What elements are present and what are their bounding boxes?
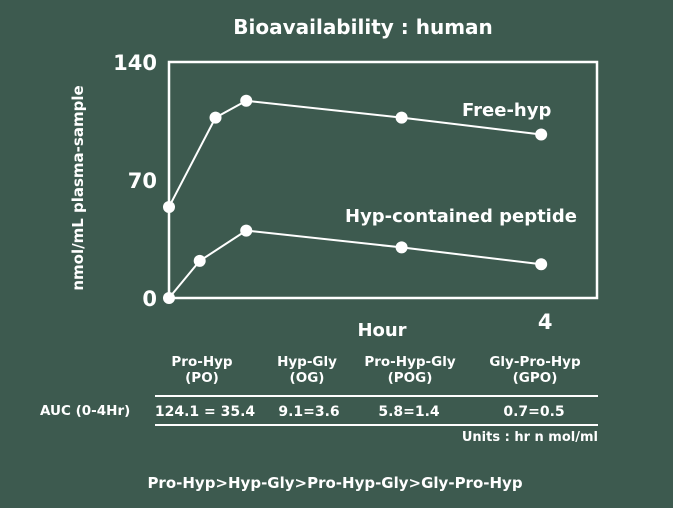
y-axis-label: nmol/mL plasma-sample xyxy=(69,85,87,290)
col-head-name: Gly-Pro-Hyp xyxy=(489,354,581,370)
data-point xyxy=(395,241,408,254)
data-point xyxy=(209,111,222,124)
table-row-label: AUC (0-4Hr) xyxy=(40,403,130,419)
table-cell: 9.1=3.6 xyxy=(278,404,339,420)
col-head-name: Pro-Hyp xyxy=(171,354,233,370)
data-point xyxy=(193,254,206,267)
series-label-free-hyp: Free-hyp xyxy=(462,100,551,121)
series-group xyxy=(163,94,548,304)
col-head-abbr: (GPO) xyxy=(513,370,558,386)
data-point xyxy=(535,128,548,141)
x-tick-label: 4 xyxy=(538,310,553,334)
plot-area xyxy=(167,60,599,300)
table-cell: 5.8=1.4 xyxy=(378,404,440,420)
series-line-1 xyxy=(168,229,542,299)
data-point xyxy=(240,94,253,107)
col-head-abbr: (POG) xyxy=(388,370,433,386)
table-cell: 0.7=0.5 xyxy=(503,404,564,420)
data-point xyxy=(240,224,253,237)
x-ticks: 4 xyxy=(538,310,553,334)
col-head-abbr: (OG) xyxy=(290,370,325,386)
x-axis-label: Hour xyxy=(357,320,406,341)
y-tick-label: 140 xyxy=(113,51,157,75)
col-head-abbr: (PO) xyxy=(185,370,219,386)
y-tick-label: 0 xyxy=(142,287,157,311)
data-point xyxy=(163,292,175,304)
data-point xyxy=(395,111,408,124)
table-cell: 124.1 = 35.4 xyxy=(155,404,256,420)
ranking-footer: Pro-Hyp>Hyp-Gly>Pro-Hyp-Gly>Gly-Pro-Hyp xyxy=(147,474,522,492)
units-note: Units : hr n mol/ml xyxy=(462,430,598,445)
data-point xyxy=(535,258,548,271)
series-label-hyp-peptide: Hyp-contained peptide xyxy=(345,206,577,227)
col-head-name: Pro-Hyp-Gly xyxy=(364,354,456,370)
col-head-name: Hyp-Gly xyxy=(277,354,337,370)
chart-title: Bioavailability : human xyxy=(233,15,493,39)
data-point xyxy=(163,200,175,213)
y-ticks: 140 70 0 xyxy=(113,51,157,311)
y-tick-label: 70 xyxy=(128,169,157,193)
auc-table: Pro-Hyp (PO) Hyp-Gly (OG) Pro-Hyp-Gly (P… xyxy=(40,354,598,445)
